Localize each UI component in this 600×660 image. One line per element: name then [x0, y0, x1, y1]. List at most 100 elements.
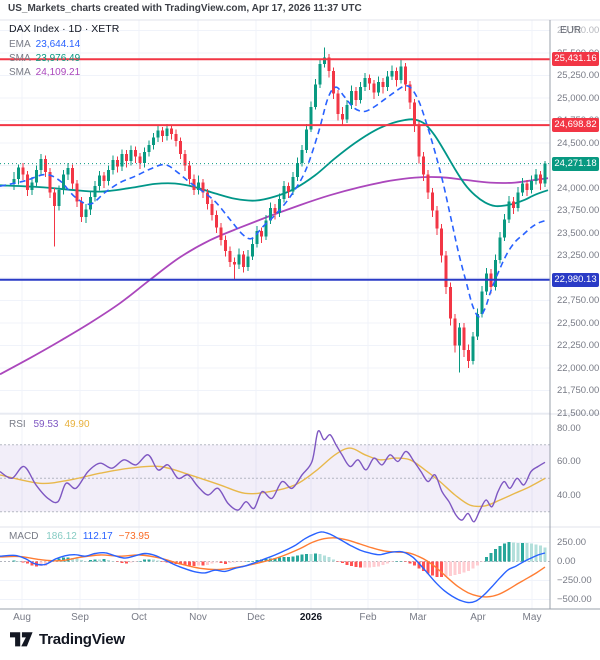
tradingview-logo[interactable]: TradingView	[10, 631, 125, 648]
candle[interactable]	[142, 152, 147, 163]
candle[interactable]	[466, 350, 471, 361]
candle[interactable]	[448, 287, 453, 319]
candle[interactable]	[304, 129, 309, 151]
candle[interactable]	[520, 183, 525, 193]
candle[interactable]	[399, 66, 403, 81]
candle[interactable]	[111, 160, 115, 170]
candle[interactable]	[394, 71, 399, 80]
candle[interactable]	[358, 87, 363, 100]
candle[interactable]	[385, 76, 390, 88]
candle[interactable]	[426, 174, 430, 193]
candle[interactable]	[129, 150, 133, 161]
candle[interactable]	[439, 228, 444, 256]
candle[interactable]	[462, 327, 466, 351]
candle[interactable]	[480, 291, 484, 315]
candle[interactable]	[457, 327, 462, 346]
candle[interactable]	[322, 57, 327, 64]
candle[interactable]	[430, 192, 435, 211]
candle[interactable]	[48, 171, 52, 193]
candle[interactable]	[75, 183, 79, 202]
candle[interactable]	[435, 210, 439, 229]
candle[interactable]	[259, 231, 264, 237]
candle[interactable]	[219, 227, 223, 241]
candle[interactable]	[286, 186, 291, 192]
candle[interactable]	[156, 130, 160, 138]
candle[interactable]	[66, 168, 70, 175]
candle[interactable]	[34, 170, 39, 183]
candle[interactable]	[516, 192, 520, 208]
candle[interactable]	[237, 254, 241, 265]
candle[interactable]	[345, 105, 349, 120]
candle[interactable]	[183, 153, 187, 166]
candle[interactable]	[21, 167, 25, 175]
candle[interactable]	[52, 192, 57, 207]
candle[interactable]	[381, 81, 385, 88]
candle[interactable]	[538, 174, 543, 184]
candle[interactable]	[214, 215, 219, 228]
candle[interactable]	[372, 83, 376, 93]
candle[interactable]	[12, 179, 16, 184]
candle[interactable]	[498, 237, 502, 261]
candle[interactable]	[79, 201, 84, 217]
candle[interactable]	[70, 168, 75, 184]
candle[interactable]	[106, 170, 111, 181]
candle[interactable]	[376, 81, 381, 93]
candle[interactable]	[39, 159, 43, 170]
candle[interactable]	[295, 162, 300, 178]
candle[interactable]	[403, 66, 408, 85]
candle[interactable]	[291, 177, 295, 192]
candle[interactable]	[228, 251, 232, 262]
candle[interactable]	[507, 201, 511, 220]
candle[interactable]	[93, 186, 97, 197]
candle[interactable]	[367, 78, 372, 84]
candle[interactable]	[444, 255, 448, 288]
candle[interactable]	[417, 125, 421, 157]
candle[interactable]	[61, 174, 66, 190]
indicator-row[interactable]: EMA 23,644.14	[9, 38, 119, 52]
candle[interactable]	[147, 144, 151, 152]
candle[interactable]	[120, 153, 124, 167]
candle[interactable]	[201, 182, 205, 193]
candle[interactable]	[223, 240, 228, 251]
candle[interactable]	[340, 114, 345, 120]
candle[interactable]	[534, 174, 538, 181]
candle[interactable]	[268, 207, 273, 221]
candle[interactable]	[30, 182, 34, 190]
candle[interactable]	[246, 256, 250, 268]
candle[interactable]	[178, 141, 183, 154]
candle[interactable]	[97, 175, 102, 187]
candle[interactable]	[309, 107, 313, 130]
candle[interactable]	[151, 137, 156, 145]
candle[interactable]	[412, 102, 417, 126]
candle[interactable]	[16, 167, 21, 179]
candle[interactable]	[133, 150, 138, 157]
candle[interactable]	[502, 219, 507, 238]
candle[interactable]	[327, 57, 331, 72]
candle[interactable]	[277, 198, 282, 214]
candle[interactable]	[174, 134, 178, 142]
candle[interactable]	[250, 243, 255, 257]
candles-layer[interactable]	[12, 47, 547, 373]
candle[interactable]	[241, 254, 246, 268]
candle[interactable]	[102, 175, 106, 181]
candle[interactable]	[138, 156, 142, 163]
candle[interactable]	[165, 128, 169, 136]
candle[interactable]	[192, 179, 196, 190]
candle[interactable]	[313, 84, 318, 108]
symbol-legend[interactable]: DAX Index · 1D · XETR EMA 23,644.14 SMA 23,…	[9, 23, 119, 80]
candle[interactable]	[511, 201, 516, 208]
candle[interactable]	[124, 153, 129, 161]
candle[interactable]	[255, 231, 259, 244]
candle[interactable]	[484, 273, 489, 292]
candle[interactable]	[210, 204, 214, 215]
candle[interactable]	[57, 189, 61, 206]
candle[interactable]	[493, 260, 498, 287]
candle[interactable]	[349, 90, 354, 106]
candle[interactable]	[282, 186, 286, 199]
candle[interactable]	[475, 314, 480, 337]
candle[interactable]	[264, 220, 268, 237]
candle[interactable]	[205, 192, 210, 205]
candle[interactable]	[421, 156, 426, 175]
candle[interactable]	[453, 318, 457, 346]
